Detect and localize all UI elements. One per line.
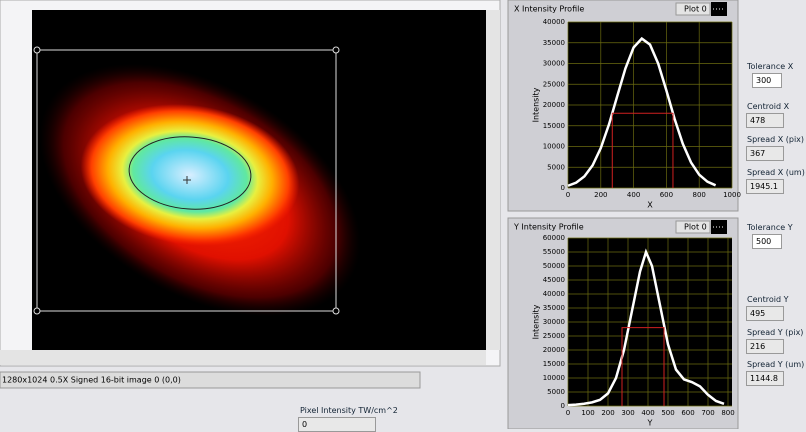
y-tick-label: 25000	[543, 80, 565, 88]
control-label: Centroid X	[747, 102, 789, 111]
numeric-indicator: 478	[746, 113, 784, 128]
v-scrollbar[interactable]	[486, 10, 500, 350]
chart-title: X Intensity Profile	[514, 5, 584, 14]
x-tick-label: 200	[601, 409, 614, 417]
app-window: 1280x1024 0.5X Signed 16-bit image 0 (0,…	[0, 0, 806, 429]
numeric-indicator: 495	[746, 306, 784, 321]
y-tick-label: 5000	[547, 388, 565, 396]
x-axis-label: Y	[647, 419, 653, 428]
y-tick-label: 40000	[543, 290, 565, 298]
h-scrollbar[interactable]	[0, 350, 486, 365]
control-label: Tolerance X	[747, 62, 793, 71]
legend-label: Plot 0	[684, 5, 707, 14]
numeric-indicator: 1945.1	[746, 179, 784, 194]
x-axis-label: X	[647, 201, 653, 210]
status-text: 1280x1024 0.5X Signed 16-bit image 0 (0,…	[2, 376, 181, 385]
chart-title: Y Intensity Profile	[513, 223, 584, 232]
x-tick-label: 500	[661, 409, 674, 417]
y-tick-label: 60000	[543, 234, 565, 242]
y-tick-label: 10000	[543, 374, 565, 382]
pixel-label: Pixel Intensity TW/cm^2	[300, 406, 398, 415]
x-tick-label: 800	[693, 191, 706, 199]
numeric-control[interactable]: 300	[752, 73, 782, 88]
x-tick-label: 200	[594, 191, 607, 199]
y-tick-label: 35000	[543, 39, 565, 47]
y-tick-label: 45000	[543, 276, 565, 284]
y-tick-label: 0	[561, 402, 565, 410]
x-tick-label: 400	[641, 409, 654, 417]
x-tick-label: 700	[701, 409, 714, 417]
y-tick-label: 30000	[543, 318, 565, 326]
y-axis-label: Intensity	[532, 87, 541, 122]
numeric-indicator: 216	[746, 339, 784, 354]
x-tick-label: 600	[681, 409, 694, 417]
control-label: Centroid Y	[747, 295, 788, 304]
x-tick-label: 100	[581, 409, 594, 417]
y-tick-label: 0	[561, 184, 565, 192]
legend-label: Plot 0	[684, 223, 707, 232]
x-tick-label: 0	[566, 191, 570, 199]
y-tick-label: 55000	[543, 248, 565, 256]
control-label: Spread X (pix)	[747, 135, 804, 144]
numeric-indicator: 367	[746, 146, 784, 161]
y-tick-label: 35000	[543, 304, 565, 312]
x-tick-label: 400	[627, 191, 640, 199]
control-label: Spread X (um)	[747, 168, 805, 177]
y-tick-label: 15000	[543, 122, 565, 130]
y-tick-label: 5000	[547, 163, 565, 171]
control-label: Spread Y (um)	[747, 360, 804, 369]
control-label: Spread Y (pix)	[747, 328, 803, 337]
numeric-indicator: 1144.8	[746, 371, 784, 386]
y-tick-label: 30000	[543, 60, 565, 68]
pixel-value: 0	[298, 417, 376, 432]
y-tick-label: 20000	[543, 346, 565, 354]
y-tick-label: 50000	[543, 262, 565, 270]
y-tick-label: 40000	[543, 18, 565, 26]
y-axis-label: Intensity	[532, 304, 541, 339]
canvas: 1280x1024 0.5X Signed 16-bit image 0 (0,…	[0, 0, 806, 429]
x-tick-label: 300	[621, 409, 634, 417]
x-tick-label: 600	[660, 191, 673, 199]
y-tick-label: 15000	[543, 360, 565, 368]
numeric-control[interactable]: 500	[752, 234, 782, 249]
y-tick-label: 25000	[543, 332, 565, 340]
control-label: Tolerance Y	[747, 223, 793, 232]
y-tick-label: 20000	[543, 101, 565, 109]
x-tick-label: 800	[721, 409, 734, 417]
y-tick-label: 10000	[543, 143, 565, 151]
x-tick-label: 0	[566, 409, 570, 417]
x-tick-label: 1000	[723, 191, 741, 199]
